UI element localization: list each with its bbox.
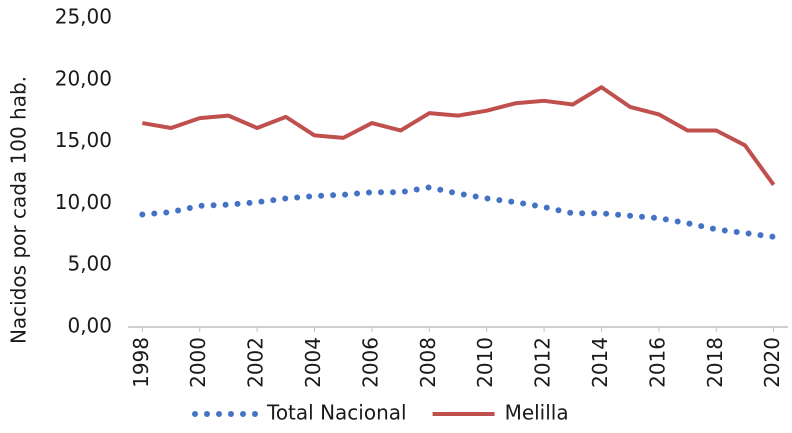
x-tick-label: 2000 (186, 337, 210, 388)
x-tick-label: 2004 (301, 337, 325, 388)
y-tick-label: 10,00 (55, 190, 112, 214)
y-tick-label: 25,00 (55, 5, 112, 29)
x-tick-label: 2006 (358, 337, 382, 388)
x-tick-label: 2016 (645, 337, 669, 388)
y-axis-title: Nacidos por cada 100 hab. (7, 76, 31, 344)
x-tick-label: 2014 (588, 337, 612, 388)
x-tick-label: 2010 (473, 337, 497, 388)
legend-label: Melilla (505, 401, 569, 425)
x-tick-label: 2002 (244, 337, 268, 388)
y-tick-label: 0,00 (67, 314, 112, 338)
series-line (139, 184, 777, 240)
y-tick-label: 20,00 (55, 66, 112, 90)
x-tick-label: 2018 (703, 337, 727, 388)
legend-label: Total Nacional (266, 401, 407, 425)
y-tick-label: 15,00 (55, 128, 112, 152)
y-tick-label: 5,00 (67, 252, 112, 276)
x-tick-label: 2012 (531, 337, 555, 388)
x-tick-label: 2008 (416, 337, 440, 388)
series-line (142, 85, 776, 187)
x-tick-label: 2020 (760, 337, 784, 388)
x-tick-label: 1998 (129, 337, 153, 388)
